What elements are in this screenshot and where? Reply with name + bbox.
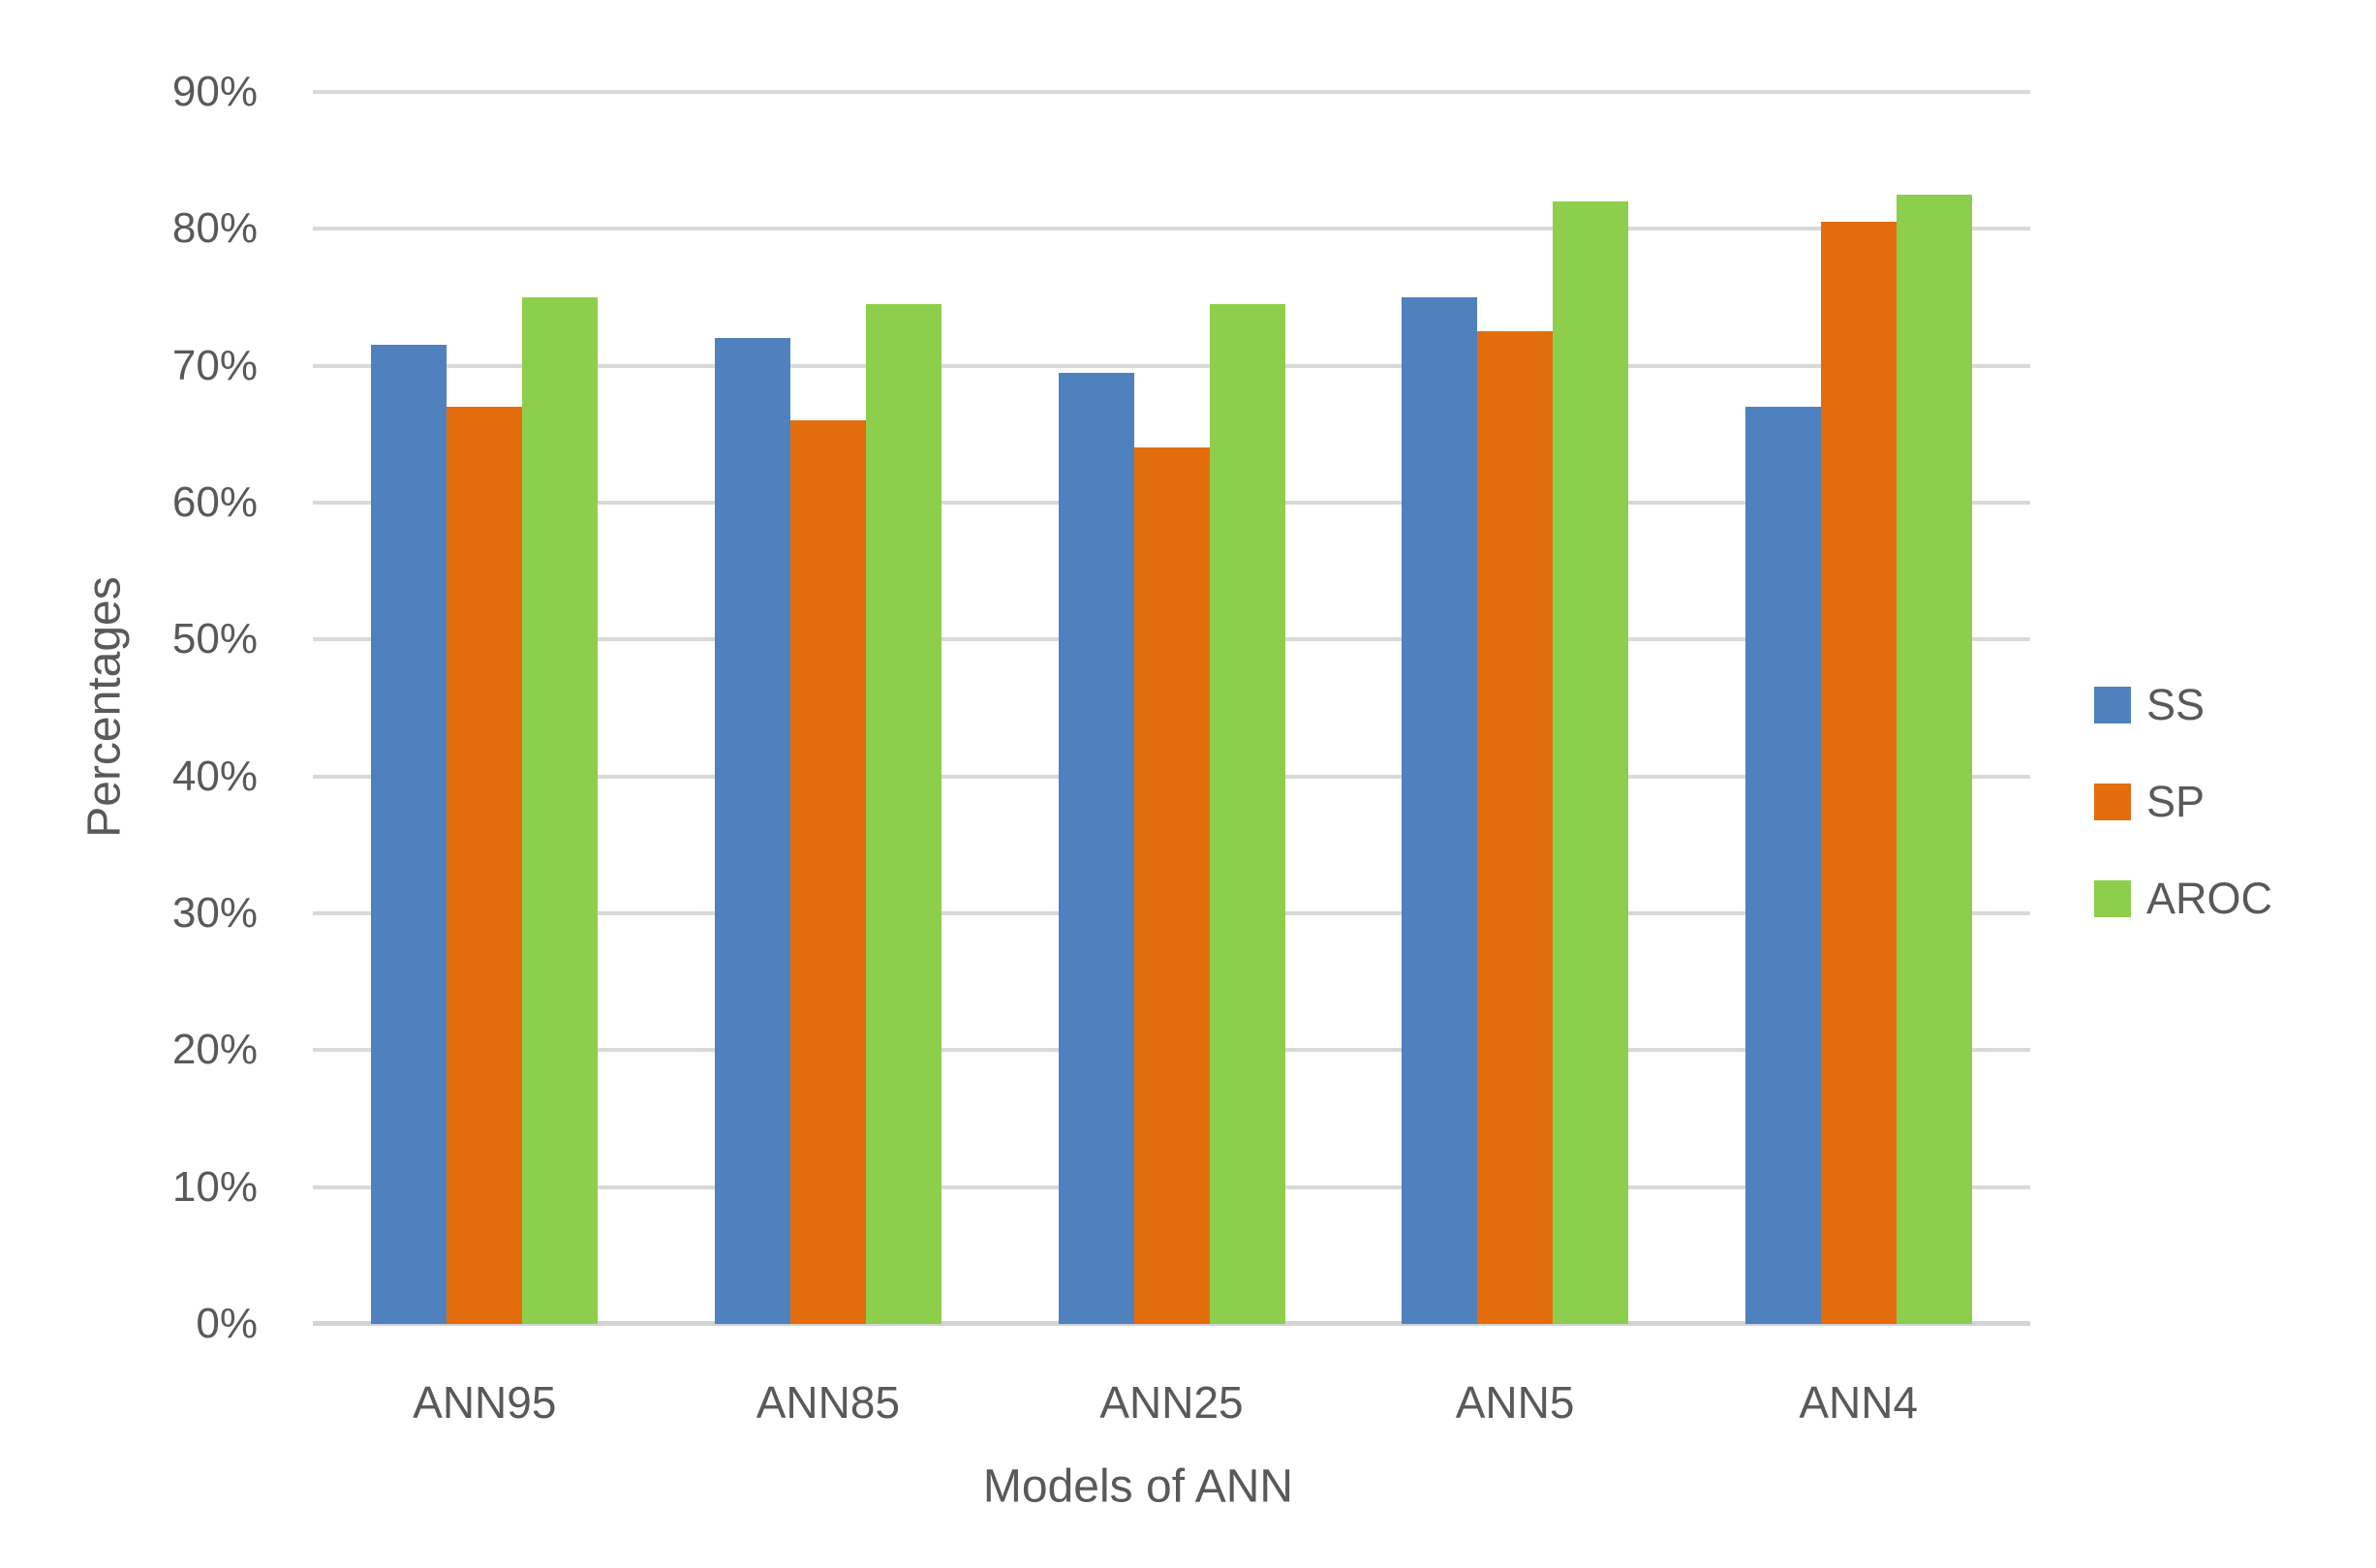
x-axis-title: Models of ANN (982, 1460, 1294, 1513)
legend-swatch-aroc (2094, 880, 2131, 917)
bar-ss-ann4 (1744, 407, 1821, 1324)
y-tick-label-60pct: 60% (171, 478, 258, 526)
legend-label-aroc: AROC (2146, 874, 2273, 923)
bar-aroc-ann95 (522, 297, 599, 1324)
plot-area (313, 90, 2030, 1326)
gridline-70 (313, 363, 2030, 368)
x-tick-label-ann4: ANN4 (1799, 1377, 1919, 1428)
legend-item-sp: SP (2094, 777, 2205, 826)
y-tick-label-0pct: 0% (196, 1300, 258, 1347)
x-tick-label-ann95: ANN95 (413, 1377, 557, 1428)
y-tick-label-80pct: 80% (171, 204, 258, 253)
bar-sp-ann25 (1133, 447, 1210, 1324)
bar-ss-ann95 (371, 345, 447, 1324)
y-tick-label-50pct: 50% (171, 615, 258, 663)
legend-swatch-sp (2094, 784, 2131, 820)
y-tick-label-10pct: 10% (171, 1162, 258, 1211)
bar-aroc-ann4 (1896, 195, 1972, 1324)
y-tick-label-70pct: 70% (171, 341, 258, 389)
x-tick-label-ann25: ANN25 (1099, 1377, 1244, 1428)
bar-sp-ann4 (1820, 222, 1897, 1324)
x-tick-label-ann85: ANN85 (756, 1377, 901, 1428)
y-tick-label-40pct: 40% (171, 752, 258, 800)
y-tick-label-90pct: 90% (171, 68, 258, 115)
bar-sp-ann95 (447, 407, 523, 1324)
bar-aroc-ann5 (1553, 201, 1629, 1324)
legend-swatch-ss (2094, 687, 2131, 723)
bar-ss-ann85 (714, 338, 790, 1324)
legend-item-aroc: AROC (2094, 874, 2272, 923)
y-tick-label-30pct: 30% (171, 889, 258, 937)
legend-item-ss: SS (2094, 680, 2205, 729)
bar-aroc-ann85 (865, 304, 941, 1324)
bar-ss-ann25 (1058, 372, 1134, 1324)
bar-aroc-ann25 (1209, 304, 1285, 1324)
legend-label-sp: SP (2146, 777, 2206, 826)
bar-sp-ann85 (789, 420, 866, 1324)
y-tick-label-20pct: 20% (171, 1026, 258, 1074)
bar-ss-ann5 (1402, 297, 1478, 1324)
x-tick-label-ann5: ANN5 (1455, 1377, 1575, 1428)
gridline-90 (313, 90, 2030, 94)
bar-sp-ann5 (1477, 331, 1554, 1324)
gridline-80 (313, 227, 2030, 231)
legend-label-ss: SS (2146, 680, 2206, 729)
